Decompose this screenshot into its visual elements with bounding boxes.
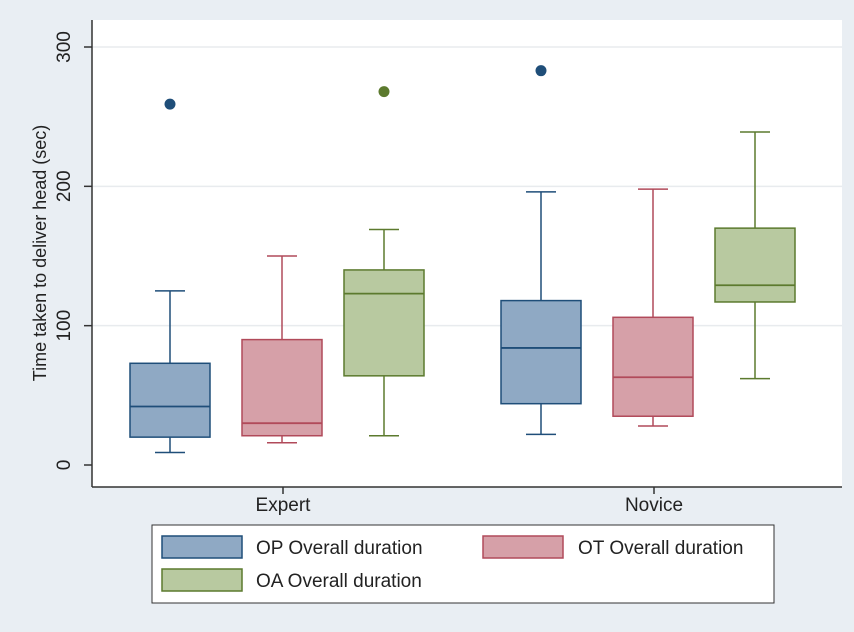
box-ot-expert [241,255,323,444]
outlier-point-op-novice-0 [535,65,547,77]
y-ticks: 0 100 200 300 [54,31,92,470]
legend-frame [151,524,775,604]
box-oa-novice [714,131,796,380]
box-op-expert [129,98,211,454]
legend-label-oa: OA Overall duration [256,571,422,592]
grid-lines [92,46,842,327]
iqr-box-op-novice [500,299,582,405]
legend: OP Overall duration OT Overall duration … [151,524,775,604]
iqr-box-oa-novice [714,227,796,303]
legend-label-ot: OT Overall duration [578,538,743,559]
x-ticks: Expert Novice [256,487,683,516]
iqr-box-oa-expert [343,269,425,377]
box-plots [129,65,796,454]
x-tick-label-expert: Expert [256,495,312,516]
outlier-point-op-expert-0 [164,98,176,110]
legend-swatch-ot [482,535,564,559]
box-oa-expert [343,86,425,437]
y-axis-label: Time taken to deliver head (sec) [30,125,50,381]
y-tick-label-0: 0 [54,460,75,471]
y-tick-label-200: 200 [54,170,75,202]
outlier-point-oa-expert-0 [378,86,390,98]
legend-label-op: OP Overall duration [256,538,423,559]
box-ot-novice [612,188,694,427]
legend-swatch-oa [161,568,243,592]
box-op-novice [500,65,582,436]
y-tick-label-100: 100 [54,310,75,342]
x-tick-label-novice: Novice [625,495,683,516]
axes [91,20,842,488]
y-tick-label-300: 300 [54,31,75,63]
iqr-box-op-expert [129,362,211,438]
iqr-box-ot-expert [241,338,323,437]
legend-swatch-op [161,535,243,559]
iqr-box-ot-novice [612,316,694,417]
